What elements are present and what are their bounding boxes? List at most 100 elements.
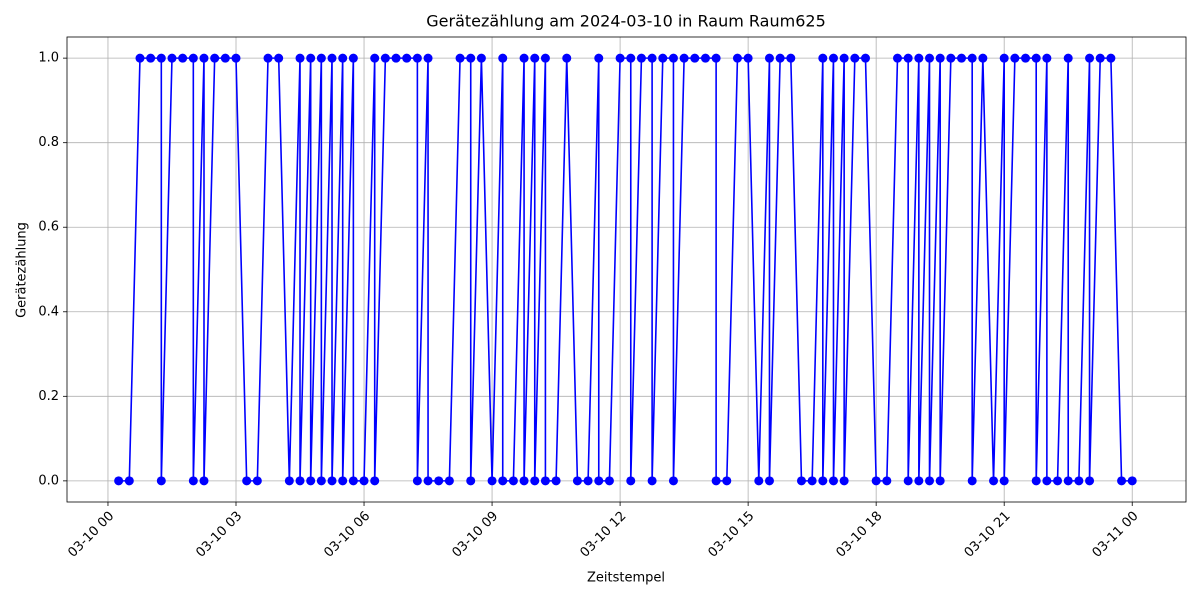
data-point: [306, 476, 316, 486]
data-point: [327, 53, 337, 63]
data-point: [263, 53, 273, 63]
x-tick-label: 03-10 06: [321, 509, 373, 561]
data-point: [946, 53, 956, 63]
x-tick-label: 03-10 21: [962, 509, 1014, 561]
data-point: [796, 476, 806, 486]
data-point: [999, 53, 1009, 63]
data-point: [839, 476, 849, 486]
data-point: [647, 476, 657, 486]
data-point: [476, 53, 486, 63]
data-point: [711, 53, 721, 63]
data-point: [466, 53, 476, 63]
data-point: [508, 476, 518, 486]
x-tick-label: 03-10 03: [193, 509, 245, 561]
data-point: [1031, 53, 1041, 63]
data-point: [1042, 476, 1052, 486]
data-point: [668, 476, 678, 486]
data-point: [210, 53, 220, 63]
data-point: [348, 53, 358, 63]
data-point: [893, 53, 903, 63]
y-axis-label: Gerätezählung: [15, 222, 30, 318]
data-point: [1063, 476, 1073, 486]
data-point: [295, 476, 305, 486]
data-point: [583, 476, 593, 486]
data-point: [188, 53, 198, 63]
data-point: [818, 476, 828, 486]
data-point: [722, 476, 732, 486]
data-point: [540, 53, 550, 63]
data-point: [338, 476, 348, 486]
data-point: [1063, 53, 1073, 63]
data-point: [679, 53, 689, 63]
data-point: [1085, 476, 1095, 486]
data-point: [914, 53, 924, 63]
data-point: [498, 53, 508, 63]
data-point: [700, 53, 710, 63]
x-tick-label: 03-10 00: [65, 509, 117, 561]
data-point: [498, 476, 508, 486]
data-point: [1127, 476, 1137, 486]
data-point: [327, 476, 337, 486]
data-point: [348, 476, 358, 486]
data-point: [807, 476, 817, 486]
data-point: [146, 53, 156, 63]
data-point: [882, 476, 892, 486]
data-point: [1074, 476, 1084, 486]
data-point: [604, 476, 614, 486]
data-line: [118, 57, 1133, 482]
data-point: [1095, 53, 1105, 63]
data-point: [903, 476, 913, 486]
data-point: [572, 476, 582, 486]
data-point: [711, 476, 721, 486]
data-point: [925, 53, 935, 63]
data-point: [999, 476, 1009, 486]
data-point: [828, 476, 838, 486]
data-point: [519, 476, 529, 486]
data-point: [370, 476, 380, 486]
data-point: [444, 476, 454, 486]
chart-title: Gerätezählung am 2024-03-10 in Raum Raum…: [426, 12, 826, 31]
data-point: [306, 53, 316, 63]
x-tick-label: 03-10 15: [705, 509, 757, 561]
data-point: [530, 476, 540, 486]
data-point: [338, 53, 348, 63]
x-tick-label: 03-10 09: [449, 509, 501, 561]
data-point: [1053, 476, 1063, 486]
data-point: [594, 476, 604, 486]
data-point: [978, 53, 988, 63]
data-point: [1106, 53, 1116, 63]
data-point: [743, 53, 753, 63]
data-point: [530, 53, 540, 63]
y-tick-label: 1.0: [38, 51, 59, 66]
data-point: [967, 476, 977, 486]
data-point: [402, 53, 412, 63]
data-point: [412, 476, 422, 486]
data-point: [156, 53, 166, 63]
data-point: [114, 476, 124, 486]
data-point: [615, 53, 625, 63]
data-point: [914, 476, 924, 486]
data-point: [850, 53, 860, 63]
data-point: [839, 53, 849, 63]
data-point: [668, 53, 678, 63]
x-tick-label: 03-11 00: [1090, 509, 1142, 561]
data-point: [818, 53, 828, 63]
data-point: [423, 476, 433, 486]
data-point: [178, 53, 188, 63]
data-point: [860, 53, 870, 63]
data-point: [199, 53, 209, 63]
data-point: [316, 476, 326, 486]
data-point: [316, 53, 326, 63]
data-point: [871, 476, 881, 486]
data-point: [957, 53, 967, 63]
data-point: [551, 476, 561, 486]
data-point: [380, 53, 390, 63]
data-point: [199, 476, 209, 486]
data-point: [423, 53, 433, 63]
data-point: [754, 476, 764, 486]
data-point: [989, 476, 999, 486]
data-point: [967, 53, 977, 63]
data-point: [1031, 476, 1041, 486]
y-tick-label: 0.4: [38, 304, 59, 319]
